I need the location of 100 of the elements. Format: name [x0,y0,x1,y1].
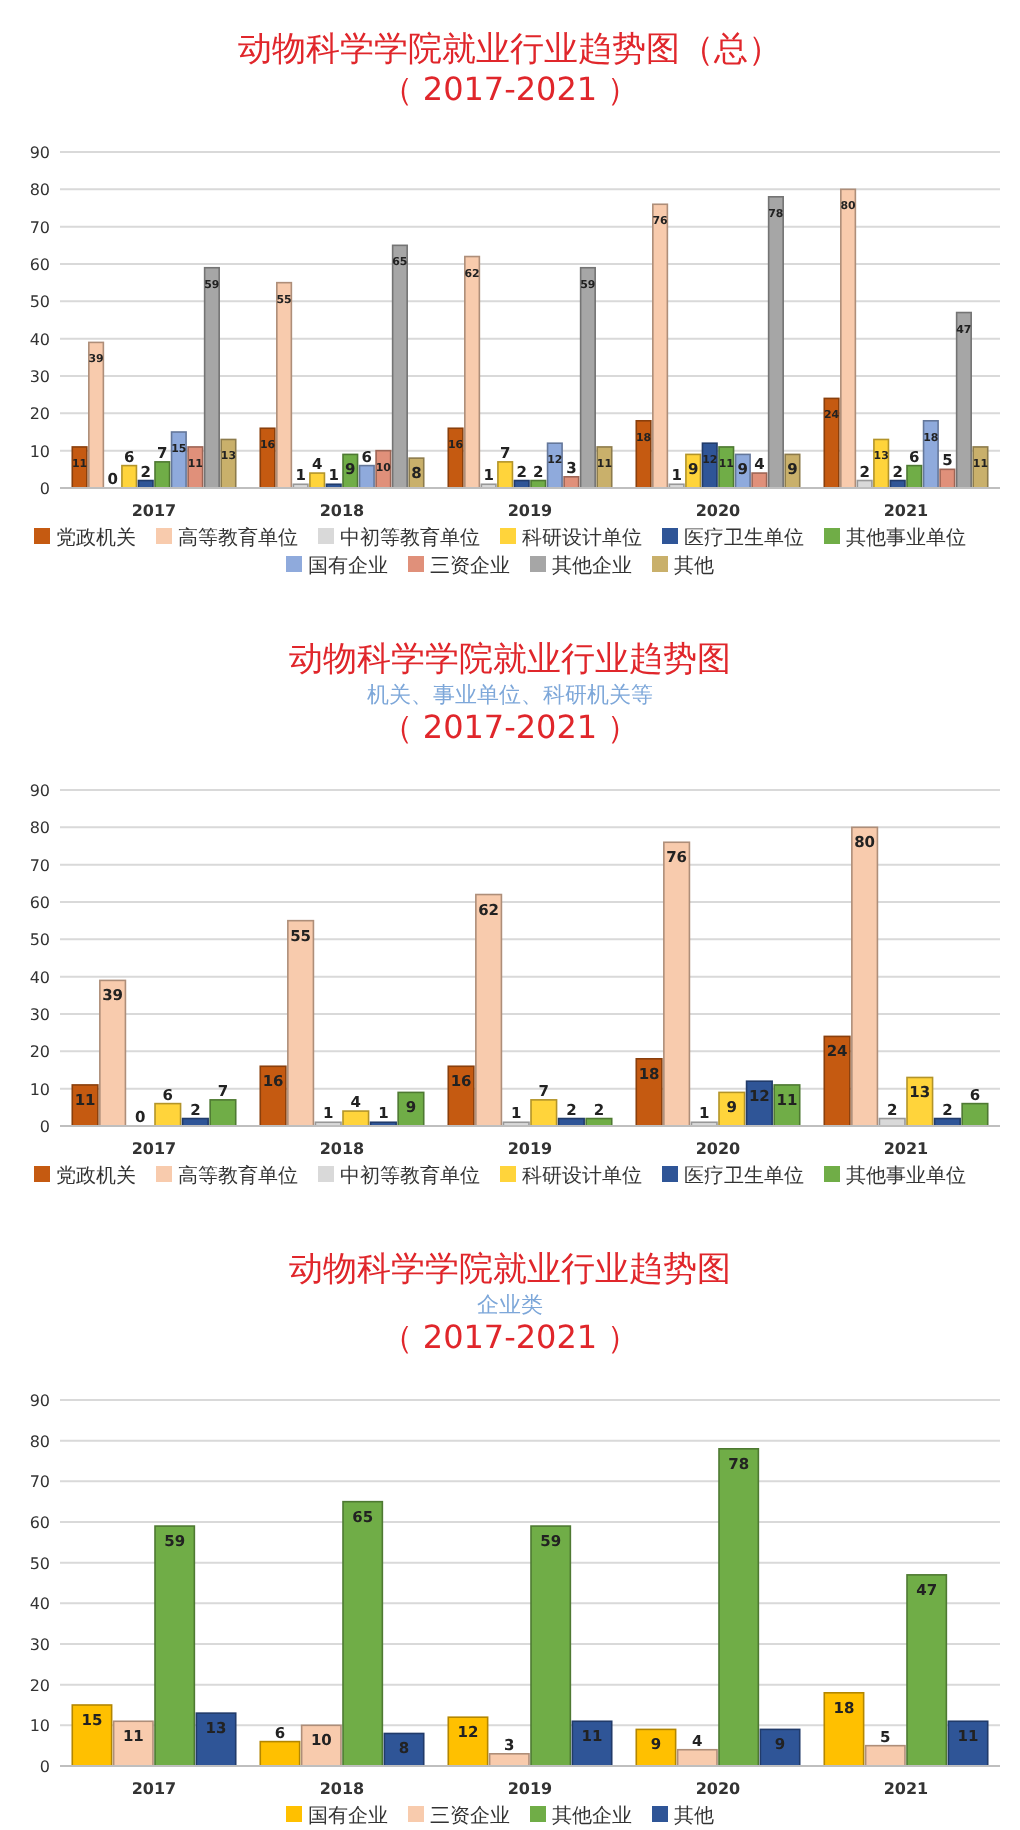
x-tick-label: 2021 [883,1780,930,1798]
x-tick-label: 2019 [507,1140,554,1158]
bar [676,1748,718,1767]
bar [287,919,315,1127]
bar [767,196,784,489]
y-tick-label: 20 [29,1676,50,1695]
legend-label: 党政机关 [56,526,136,550]
bar [571,1720,613,1767]
legend-label: 科研设计单位 [522,526,642,550]
legend-label: 其他 [674,554,714,578]
y-tick-label: 10 [29,1717,50,1736]
bar [71,1704,113,1767]
bar [358,464,375,489]
bar [220,438,237,489]
legend-label: 其他事业单位 [846,1164,966,1188]
legend-label: 三资企业 [430,554,510,578]
y-tick-label: 60 [29,1514,50,1532]
bar [652,203,669,489]
bar [961,1102,989,1127]
bar [154,461,171,489]
x-tick-label: 2017 [131,1780,177,1798]
y-tick-label: 30 [29,368,50,386]
chart-subtitle: 机关、事业单位、科研机关等 [367,682,653,708]
y-tick-label: 50 [29,1554,50,1573]
y-tick-label: 60 [29,894,50,912]
bar [447,427,464,489]
y-tick-label: 70 [29,856,50,875]
bar [342,1500,384,1767]
legend-label: 其他 [674,1804,714,1828]
bar [464,255,481,489]
legend-label: 三资企业 [430,1804,510,1828]
y-tick-label: 50 [29,931,50,950]
bar [71,446,88,489]
y-tick-label: 40 [29,330,50,349]
y-tick-label: 40 [29,968,50,987]
bar [955,311,972,489]
y-tick-label: 20 [29,1043,50,1062]
bar [99,979,127,1127]
bar [596,446,613,489]
bar [309,472,326,489]
bar [751,472,768,489]
y-tick-label: 80 [29,1432,50,1451]
bar [121,464,138,489]
x-tick-label: 2020 [695,1780,742,1798]
y-tick-label: 90 [29,782,50,800]
bar [840,188,857,489]
bar [475,893,503,1127]
y-tick-label: 30 [29,1636,50,1654]
y-tick-label: 10 [29,1080,50,1099]
chart-title: 动物科学学院就业行业趋势图（总） [238,30,782,70]
bar [112,1720,154,1767]
bar [88,341,105,489]
bar [276,281,293,489]
legend-label: 国有企业 [308,1804,388,1828]
legend-label: 科研设计单位 [522,1164,642,1188]
y-tick-label: 80 [29,819,50,838]
chart-subtitle: 企业类 [477,1292,543,1318]
legend-label: 高等教育单位 [178,526,298,550]
y-tick-label: 20 [29,405,50,424]
bar [663,841,691,1127]
bar [635,420,652,489]
bar [447,1065,475,1127]
bar [823,1692,865,1767]
bar [530,1525,572,1767]
y-tick-label: 10 [29,442,50,461]
bar [851,826,879,1127]
legend-label: 其他企业 [552,554,632,578]
bar [906,464,923,489]
bar [447,1716,489,1767]
y-tick-label: 70 [29,218,50,237]
bar [823,1035,851,1127]
text: （ 2017-2021 ） [380,1318,640,1356]
x-tick-label: 2020 [695,502,742,520]
bar [391,244,408,489]
bar [71,1084,99,1127]
legend-label: 高等教育单位 [178,1164,298,1188]
bar [530,1099,558,1127]
bar [259,1740,301,1767]
bar [497,461,514,489]
x-tick-label: 2018 [319,1780,366,1798]
bar [209,1099,237,1127]
bar [154,1525,196,1767]
bar [718,1448,760,1767]
y-tick-label: 90 [29,144,50,162]
y-tick-label: 30 [29,1006,50,1024]
legend-label: 中初等教育单位 [340,1164,480,1188]
legend-label: 医疗卫生单位 [684,526,804,550]
bar [203,266,220,489]
y-tick-label: 0 [39,480,50,498]
y-tick-label: 40 [29,1595,50,1614]
y-tick-label: 70 [29,1473,50,1492]
bar [259,427,276,489]
legend-label: 中初等教育单位 [340,526,480,550]
bar [195,1712,237,1767]
bar [972,446,989,489]
bar [823,397,840,489]
y-tick-label: 0 [39,1758,50,1776]
legend-label: 医疗卫生单位 [684,1164,804,1188]
text: （ 2017-2021 ） [380,70,640,108]
chart-title: 动物科学学院就业行业趋势图 [289,640,731,680]
